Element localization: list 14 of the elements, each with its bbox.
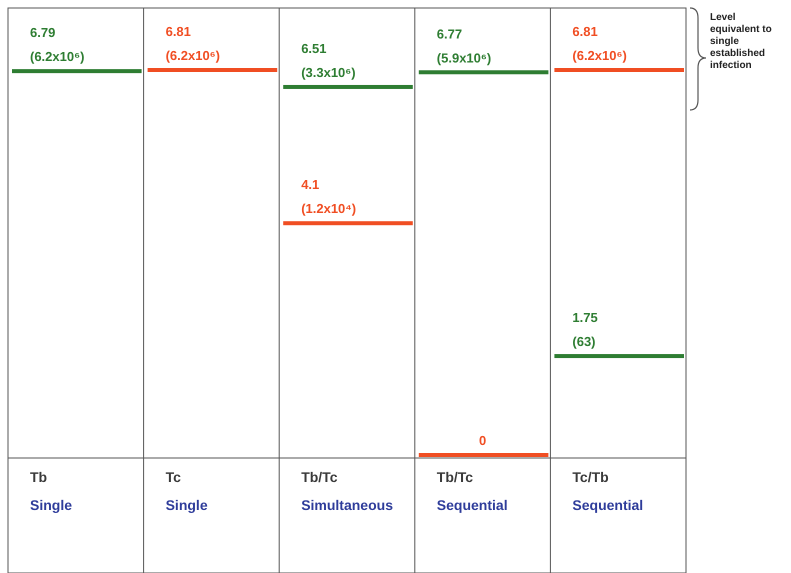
category-label: Tb Single (30, 469, 72, 513)
data-label: 6.79 (6.2x10⁶) (30, 25, 84, 64)
category-label: Tb/Tc Simultaneous (301, 469, 394, 513)
data-label: 6.81 (6.2x10⁶) (572, 24, 627, 63)
data-label: 0 (478, 433, 486, 448)
category-label: Tc/Tb Sequential (572, 469, 644, 513)
data-label: 1.75 (63) (572, 310, 598, 350)
data-label: 6.77 (5.9x10⁶) (436, 26, 492, 66)
text: Level equivalent to single established infection (710, 12, 772, 71)
data-label: 6.51 (3.3x10⁶) (301, 40, 356, 80)
data-label: 6.81 (6.2x10⁶) (166, 24, 220, 63)
data-label: 4.1 (1.2x10⁴) (301, 177, 356, 216)
category-label: Tb/Tc Sequential (436, 469, 508, 513)
category-label: Tc Single (166, 469, 208, 513)
